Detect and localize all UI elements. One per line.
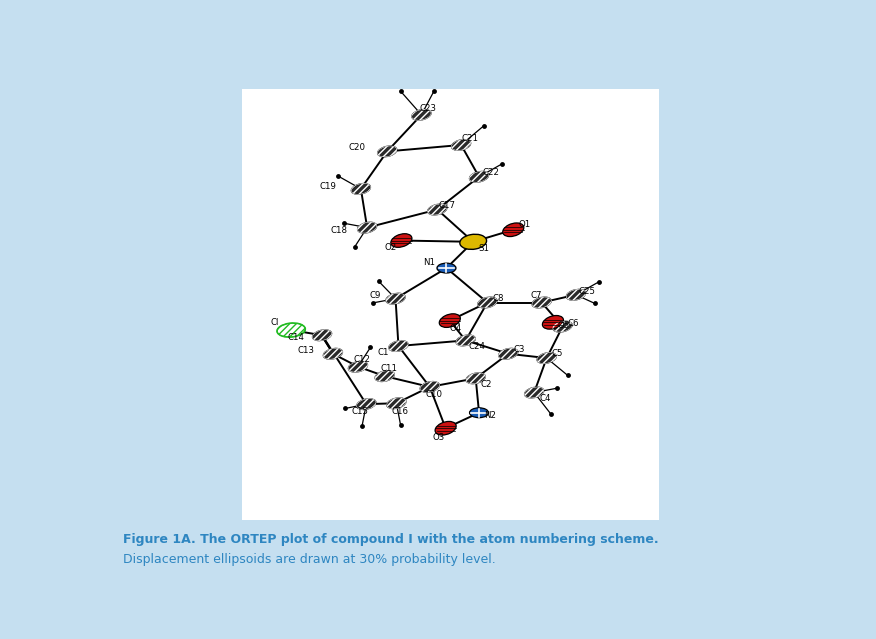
Ellipse shape bbox=[391, 234, 412, 247]
Text: C2: C2 bbox=[481, 380, 492, 389]
Text: O5: O5 bbox=[558, 321, 570, 330]
Text: O4: O4 bbox=[449, 324, 462, 333]
Text: C9: C9 bbox=[370, 291, 381, 300]
Text: C12: C12 bbox=[354, 355, 371, 364]
Text: C7: C7 bbox=[531, 291, 542, 300]
Text: N1: N1 bbox=[423, 258, 435, 266]
Ellipse shape bbox=[537, 353, 556, 364]
Text: O2: O2 bbox=[385, 243, 397, 252]
Ellipse shape bbox=[412, 109, 431, 120]
Text: C8: C8 bbox=[492, 294, 504, 303]
Text: Figure 1A. The ORTEP plot of compound I with the atom numbering scheme.: Figure 1A. The ORTEP plot of compound I … bbox=[123, 534, 659, 546]
Ellipse shape bbox=[503, 223, 524, 236]
Text: C25: C25 bbox=[578, 288, 596, 296]
Text: C5: C5 bbox=[552, 349, 563, 358]
Ellipse shape bbox=[532, 297, 551, 308]
Ellipse shape bbox=[386, 398, 406, 409]
Ellipse shape bbox=[477, 297, 497, 308]
Text: C1: C1 bbox=[378, 348, 389, 357]
Ellipse shape bbox=[351, 183, 371, 194]
Text: Cl: Cl bbox=[271, 318, 279, 327]
Ellipse shape bbox=[385, 293, 406, 304]
Ellipse shape bbox=[427, 204, 447, 215]
Text: C18: C18 bbox=[330, 226, 347, 235]
Ellipse shape bbox=[439, 314, 461, 327]
Ellipse shape bbox=[357, 399, 376, 410]
Ellipse shape bbox=[566, 289, 585, 300]
Ellipse shape bbox=[349, 361, 368, 372]
Ellipse shape bbox=[435, 422, 456, 435]
Text: C13: C13 bbox=[297, 346, 314, 355]
Text: C24: C24 bbox=[468, 343, 485, 351]
Text: C6: C6 bbox=[568, 319, 579, 328]
Text: C14: C14 bbox=[287, 333, 305, 343]
Ellipse shape bbox=[470, 171, 489, 182]
Ellipse shape bbox=[357, 222, 377, 233]
Ellipse shape bbox=[378, 146, 397, 157]
Ellipse shape bbox=[553, 321, 572, 332]
Ellipse shape bbox=[466, 373, 485, 384]
Text: S1: S1 bbox=[478, 243, 490, 252]
Ellipse shape bbox=[437, 263, 456, 273]
Text: O3: O3 bbox=[433, 433, 445, 442]
Text: C22: C22 bbox=[483, 168, 500, 178]
Ellipse shape bbox=[389, 341, 408, 351]
Text: O1: O1 bbox=[518, 220, 530, 229]
Ellipse shape bbox=[460, 235, 486, 249]
Ellipse shape bbox=[456, 335, 476, 346]
Text: C19: C19 bbox=[320, 182, 336, 191]
Text: C21: C21 bbox=[462, 134, 478, 143]
Ellipse shape bbox=[525, 387, 544, 398]
Ellipse shape bbox=[375, 371, 394, 381]
Ellipse shape bbox=[323, 348, 343, 359]
Text: C15: C15 bbox=[351, 408, 368, 417]
Text: C20: C20 bbox=[348, 143, 365, 152]
Text: C4: C4 bbox=[540, 394, 551, 403]
Ellipse shape bbox=[277, 323, 306, 337]
Ellipse shape bbox=[420, 381, 440, 392]
Text: C10: C10 bbox=[426, 390, 442, 399]
Text: N2: N2 bbox=[484, 411, 496, 420]
Ellipse shape bbox=[313, 330, 332, 341]
Text: C16: C16 bbox=[392, 406, 409, 415]
FancyBboxPatch shape bbox=[242, 89, 660, 520]
Ellipse shape bbox=[470, 408, 489, 418]
Ellipse shape bbox=[542, 316, 563, 329]
Text: Displacement ellipsoids are drawn at 30% probability level.: Displacement ellipsoids are drawn at 30%… bbox=[123, 553, 496, 566]
Text: C11: C11 bbox=[380, 364, 397, 373]
Text: C17: C17 bbox=[438, 201, 456, 210]
Text: C3: C3 bbox=[513, 345, 525, 354]
Ellipse shape bbox=[451, 139, 470, 150]
Ellipse shape bbox=[498, 348, 518, 359]
Text: C23: C23 bbox=[420, 104, 437, 113]
